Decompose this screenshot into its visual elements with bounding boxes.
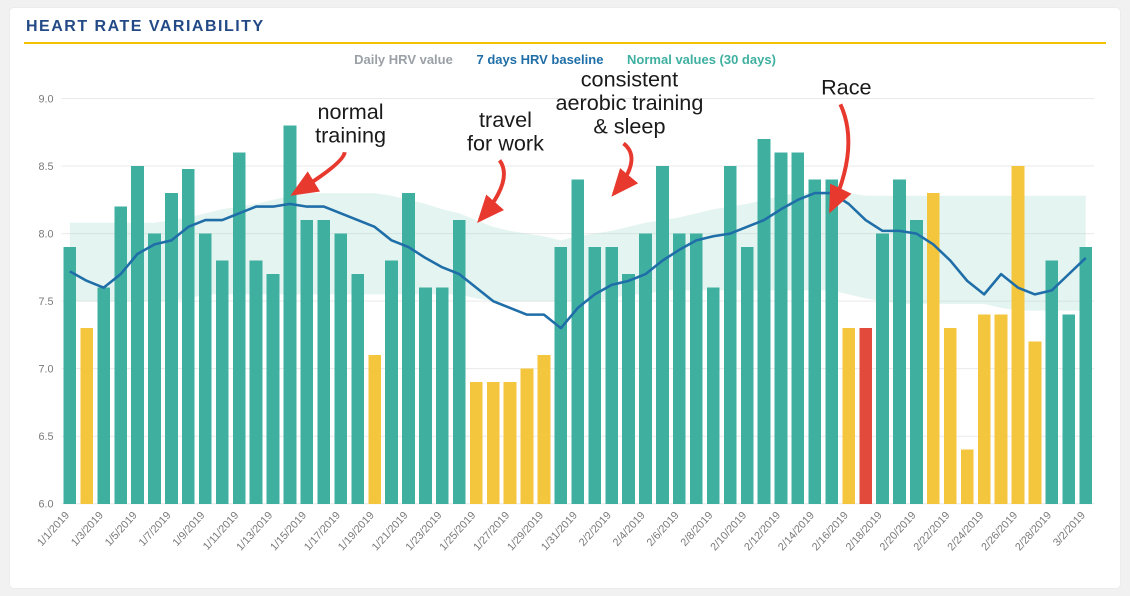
- hrv-bar: [1012, 166, 1025, 504]
- annotation-arrow: [614, 143, 632, 193]
- hrv-bar: [487, 382, 500, 504]
- svg-text:2/4/2019: 2/4/2019: [611, 510, 648, 549]
- hrv-bar: [927, 193, 940, 504]
- hrv-bar: [1062, 315, 1075, 504]
- svg-text:3/2/2019: 3/2/2019: [1051, 510, 1088, 549]
- hrv-bar: [97, 288, 110, 504]
- svg-text:1/31/2019: 1/31/2019: [539, 510, 580, 554]
- svg-text:2/6/2019: 2/6/2019: [645, 510, 682, 549]
- hrv-bar: [1029, 342, 1042, 504]
- hrv-bar: [385, 261, 398, 504]
- card-title: HEART RATE VARIABILITY: [24, 14, 1106, 44]
- svg-text:7.0: 7.0: [39, 364, 54, 376]
- annotation-label: Race: [821, 74, 871, 99]
- hrv-bar: [216, 261, 229, 504]
- hrv-bar: [910, 220, 923, 504]
- hrv-bar: [944, 328, 957, 504]
- hrv-bar: [182, 169, 195, 504]
- hrv-bar: [284, 126, 297, 504]
- svg-text:6.5: 6.5: [39, 431, 54, 443]
- legend-daily: Daily HRV value: [354, 52, 453, 67]
- hrv-bar: [402, 193, 415, 504]
- annotation-label: consistentaerobic training& sleep: [555, 69, 703, 139]
- hrv-bar: [622, 274, 635, 504]
- svg-text:1/3/2019: 1/3/2019: [69, 510, 106, 549]
- legend-baseline: 7 days HRV baseline: [476, 52, 603, 67]
- hrv-bar: [453, 220, 466, 504]
- hrv-bar: [978, 315, 991, 504]
- chart-container: 6.0 6.5 7.0 7.5 8.0 8.5 9.0 1/1/20191/3/20191/5…: [24, 69, 1106, 580]
- hrv-bar: [724, 166, 737, 504]
- hrv-bar: [775, 153, 788, 504]
- svg-text:1/7/2019: 1/7/2019: [137, 510, 174, 549]
- hrv-bar: [707, 288, 720, 504]
- hrv-bar: [808, 180, 821, 504]
- hrv-bar: [690, 234, 703, 504]
- hrv-bar: [80, 328, 93, 504]
- hrv-bar: [504, 382, 517, 504]
- hrv-bar: [538, 355, 551, 504]
- hrv-bar: [741, 247, 754, 504]
- hrv-bar: [436, 288, 449, 504]
- svg-text:8.0: 8.0: [39, 229, 54, 241]
- hrv-bar: [267, 274, 280, 504]
- hrv-bar: [876, 234, 889, 504]
- hrv-bar: [250, 261, 263, 504]
- hrv-bar: [961, 450, 974, 504]
- svg-text:2/28/2019: 2/28/2019: [1013, 510, 1054, 554]
- hrv-bar: [368, 355, 381, 504]
- annotation-arrow: [294, 152, 345, 194]
- annotation-label: travelfor work: [467, 107, 544, 156]
- hrv-bar: [656, 166, 669, 504]
- hrv-bar: [571, 180, 584, 504]
- hrv-bar: [842, 328, 855, 504]
- svg-text:1/1/2019: 1/1/2019: [35, 510, 72, 549]
- hrv-bar: [1079, 247, 1092, 504]
- hrv-bar: [351, 274, 364, 504]
- hrv-bar: [334, 234, 347, 504]
- legend-normal: Normal values (30 days): [627, 52, 776, 67]
- hrv-bar: [792, 153, 805, 504]
- hrv-bar: [758, 139, 771, 504]
- svg-text:8.5: 8.5: [39, 161, 54, 173]
- svg-text:7.5: 7.5: [39, 296, 54, 308]
- svg-text:1/5/2019: 1/5/2019: [103, 510, 140, 549]
- annotation-label: normaltraining: [315, 99, 386, 148]
- hrv-bar: [199, 234, 212, 504]
- hrv-bar: [995, 315, 1008, 504]
- hrv-bar: [825, 180, 838, 504]
- hrv-bar: [673, 234, 686, 504]
- hrv-bar: [131, 166, 144, 504]
- svg-text:6.0: 6.0: [39, 499, 54, 511]
- hrv-bar: [859, 328, 872, 504]
- hrv-bar: [588, 247, 601, 504]
- hrv-bar: [555, 247, 568, 504]
- hrv-bar: [233, 153, 246, 504]
- annotation-arrow: [480, 160, 504, 220]
- hrv-bar: [317, 220, 330, 504]
- hrv-bar: [1046, 261, 1059, 504]
- hrv-bar: [893, 180, 906, 504]
- hrv-bar: [64, 247, 77, 504]
- hrv-card: HEART RATE VARIABILITY Daily HRV value 7…: [10, 8, 1120, 588]
- hrv-bar: [301, 220, 314, 504]
- hrv-chart: 6.0 6.5 7.0 7.5 8.0 8.5 9.0 1/1/20191/3/20191/5…: [24, 69, 1106, 580]
- hrv-bar: [470, 382, 483, 504]
- hrv-bar: [148, 234, 161, 504]
- hrv-bar: [114, 207, 127, 504]
- chart-legend: Daily HRV value 7 days HRV baseline Norm…: [24, 44, 1106, 69]
- hrv-bar: [419, 288, 432, 504]
- svg-text:2/2/2019: 2/2/2019: [577, 510, 614, 549]
- svg-text:9.0: 9.0: [39, 93, 54, 105]
- hrv-bar: [521, 369, 534, 504]
